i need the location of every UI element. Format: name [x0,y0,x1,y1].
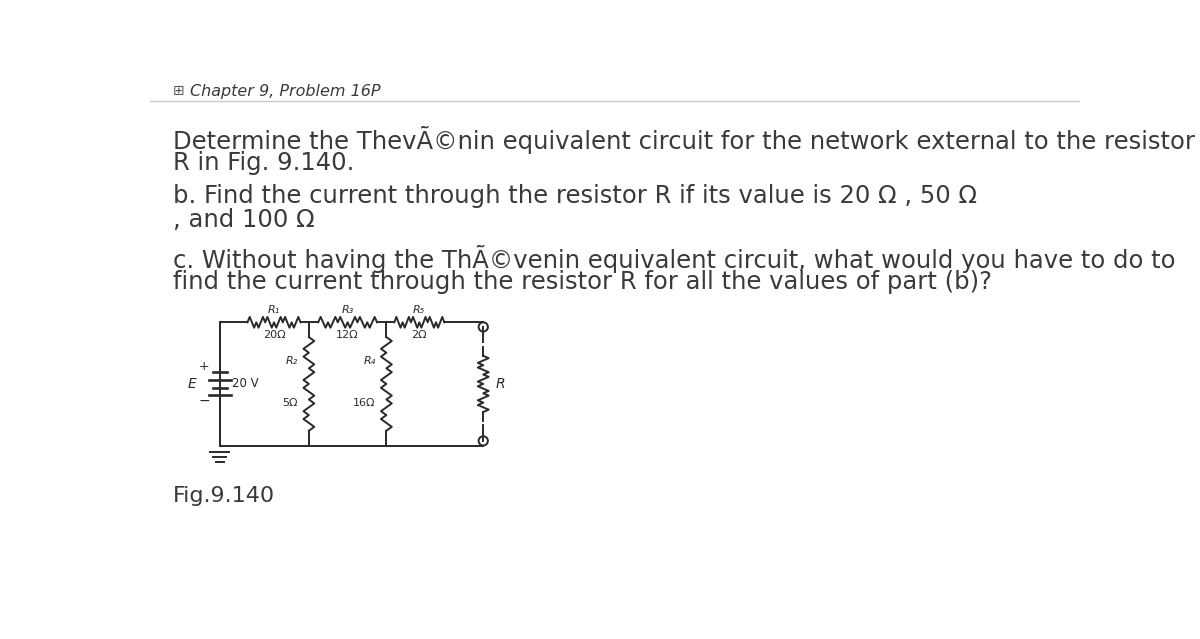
Text: , and 100 Ω: , and 100 Ω [173,208,314,233]
Text: 12Ω: 12Ω [336,330,359,340]
Text: R₅: R₅ [413,305,426,314]
Text: R₂: R₂ [286,355,298,366]
Text: Determine the ThevÃ©nin equivalent circuit for the network external to the resis: Determine the ThevÃ©nin equivalent circu… [173,126,1195,154]
Text: R: R [496,377,505,391]
Text: c. Without having the ThÃ©venin equivalent circuit, what would you have to do to: c. Without having the ThÃ©venin equivale… [173,245,1176,273]
Text: 16Ω: 16Ω [353,397,376,408]
Text: R in Fig. 9.140.: R in Fig. 9.140. [173,151,355,174]
Text: b. Find the current through the resistor R if its value is 20 Ω , 50 Ω: b. Find the current through the resistor… [173,183,977,208]
Text: find the current through the resistor R for all the values of part (b)?: find the current through the resistor R … [173,270,992,294]
Text: R₁: R₁ [268,305,280,314]
Text: +: + [199,360,210,373]
Text: 2Ω: 2Ω [412,330,427,340]
Text: −: − [198,394,210,408]
Text: E: E [187,377,197,391]
Text: 20 V: 20 V [232,378,259,390]
Text: R₃: R₃ [342,305,354,314]
Text: R₄: R₄ [364,355,376,366]
Text: 5Ω: 5Ω [282,397,298,408]
Text: ⊞: ⊞ [173,84,185,98]
Text: Fig.9.140: Fig.9.140 [173,486,275,505]
Text: 20Ω: 20Ω [263,330,286,340]
Text: Chapter 9, Problem 16P: Chapter 9, Problem 16P [191,84,380,99]
